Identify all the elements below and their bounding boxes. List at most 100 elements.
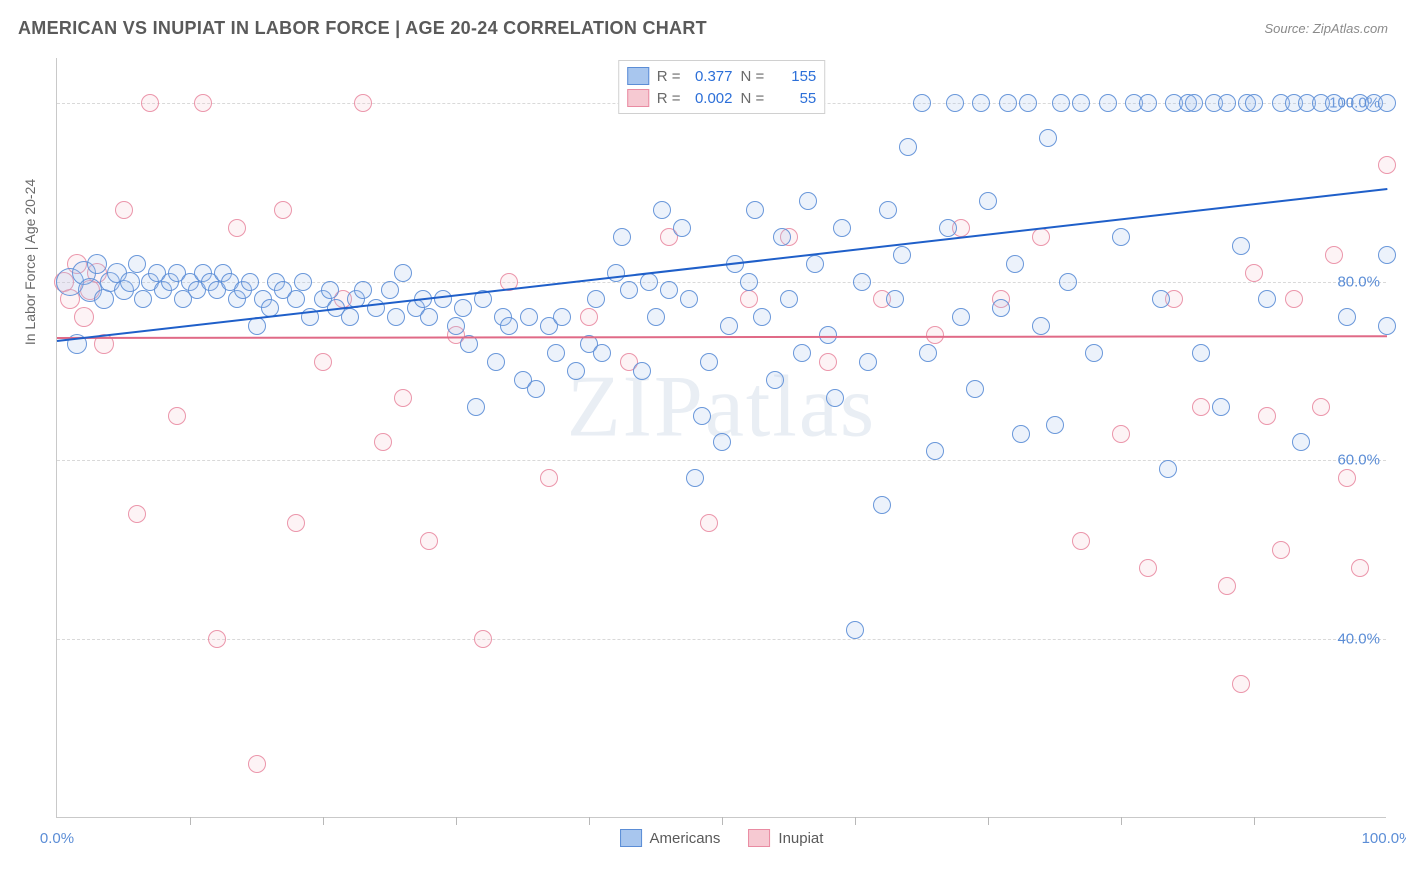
scatter-point-americans bbox=[919, 344, 937, 362]
scatter-point-americans bbox=[653, 201, 671, 219]
stats-r-americans: 0.377 bbox=[689, 68, 733, 85]
scatter-point-americans bbox=[1006, 255, 1024, 273]
scatter-point-americans bbox=[1232, 237, 1250, 255]
scatter-point-americans bbox=[1378, 246, 1396, 264]
swatch-inupiat bbox=[748, 829, 770, 847]
legend-item-americans: Americans bbox=[620, 829, 721, 847]
scatter-point-inupiat bbox=[354, 94, 372, 112]
scatter-point-inupiat bbox=[1072, 532, 1090, 550]
scatter-point-americans bbox=[633, 362, 651, 380]
scatter-point-americans bbox=[527, 380, 545, 398]
xtick bbox=[988, 817, 989, 825]
scatter-point-americans bbox=[1292, 433, 1310, 451]
swatch-americans bbox=[627, 67, 649, 85]
scatter-point-americans bbox=[660, 281, 678, 299]
scatter-point-inupiat bbox=[287, 514, 305, 532]
scatter-point-americans bbox=[746, 201, 764, 219]
scatter-point-inupiat bbox=[115, 201, 133, 219]
scatter-plot-area: ZIPatlas R = 0.377 N = 155 R = 0.002 N =… bbox=[56, 58, 1386, 818]
scatter-point-americans bbox=[1378, 317, 1396, 335]
scatter-point-americans bbox=[886, 290, 904, 308]
scatter-point-americans bbox=[94, 289, 114, 309]
scatter-point-americans bbox=[1185, 94, 1203, 112]
scatter-point-inupiat bbox=[1218, 577, 1236, 595]
scatter-point-americans bbox=[1039, 129, 1057, 147]
scatter-point-inupiat bbox=[1312, 398, 1330, 416]
scatter-point-inupiat bbox=[1112, 425, 1130, 443]
scatter-point-americans bbox=[500, 317, 518, 335]
swatch-inupiat bbox=[627, 89, 649, 107]
scatter-point-inupiat bbox=[374, 433, 392, 451]
stats-r-label: R = bbox=[657, 90, 681, 107]
stats-n-americans: 155 bbox=[772, 68, 816, 85]
legend-item-inupiat: Inupiat bbox=[748, 829, 823, 847]
scatter-point-americans bbox=[972, 94, 990, 112]
scatter-point-americans bbox=[434, 290, 452, 308]
scatter-point-americans bbox=[567, 362, 585, 380]
scatter-point-americans bbox=[773, 228, 791, 246]
scatter-point-inupiat bbox=[1351, 559, 1369, 577]
scatter-point-americans bbox=[1139, 94, 1157, 112]
y-axis-label: In Labor Force | Age 20-24 bbox=[22, 179, 38, 345]
scatter-point-americans bbox=[939, 219, 957, 237]
scatter-point-americans bbox=[799, 192, 817, 210]
scatter-point-americans bbox=[1085, 344, 1103, 362]
scatter-point-inupiat bbox=[819, 353, 837, 371]
scatter-point-americans bbox=[893, 246, 911, 264]
scatter-point-americans bbox=[1046, 416, 1064, 434]
scatter-point-americans bbox=[294, 273, 312, 291]
scatter-point-americans bbox=[926, 442, 944, 460]
scatter-point-americans bbox=[946, 94, 964, 112]
scatter-point-inupiat bbox=[228, 219, 246, 237]
scatter-point-inupiat bbox=[580, 308, 598, 326]
scatter-point-americans bbox=[1159, 460, 1177, 478]
scatter-point-americans bbox=[1192, 344, 1210, 362]
scatter-point-americans bbox=[447, 317, 465, 335]
scatter-point-americans bbox=[846, 621, 864, 639]
scatter-point-americans bbox=[1338, 308, 1356, 326]
series-legend: Americans Inupiat bbox=[620, 829, 824, 847]
scatter-point-americans bbox=[640, 273, 658, 291]
scatter-point-americans bbox=[740, 273, 758, 291]
scatter-point-americans bbox=[547, 344, 565, 362]
scatter-point-americans bbox=[520, 308, 538, 326]
scatter-point-inupiat bbox=[1285, 290, 1303, 308]
scatter-point-inupiat bbox=[274, 201, 292, 219]
scatter-point-americans bbox=[966, 380, 984, 398]
scatter-point-inupiat bbox=[1232, 675, 1250, 693]
scatter-point-americans bbox=[553, 308, 571, 326]
scatter-point-inupiat bbox=[208, 630, 226, 648]
scatter-point-inupiat bbox=[1245, 264, 1263, 282]
scatter-point-americans bbox=[87, 254, 107, 274]
stats-row-americans: R = 0.377 N = 155 bbox=[627, 65, 817, 87]
scatter-point-americans bbox=[766, 371, 784, 389]
scatter-point-americans bbox=[720, 317, 738, 335]
scatter-point-americans bbox=[806, 255, 824, 273]
scatter-point-inupiat bbox=[248, 755, 266, 773]
scatter-point-americans bbox=[713, 433, 731, 451]
stats-r-label: R = bbox=[657, 68, 681, 85]
scatter-point-inupiat bbox=[1139, 559, 1157, 577]
scatter-point-americans bbox=[992, 299, 1010, 317]
scatter-point-americans bbox=[1059, 273, 1077, 291]
scatter-point-americans bbox=[381, 281, 399, 299]
trendline-inupiat bbox=[57, 335, 1387, 339]
scatter-point-americans bbox=[620, 281, 638, 299]
scatter-point-inupiat bbox=[394, 389, 412, 407]
scatter-point-americans bbox=[879, 201, 897, 219]
scatter-point-inupiat bbox=[1032, 228, 1050, 246]
xtick bbox=[589, 817, 590, 825]
scatter-point-americans bbox=[241, 273, 259, 291]
scatter-point-americans bbox=[467, 398, 485, 416]
scatter-point-americans bbox=[387, 308, 405, 326]
scatter-point-americans bbox=[1212, 398, 1230, 416]
scatter-point-americans bbox=[1072, 94, 1090, 112]
legend-label-inupiat: Inupiat bbox=[778, 830, 823, 847]
scatter-point-americans bbox=[587, 290, 605, 308]
xtick bbox=[1254, 817, 1255, 825]
gridline-h bbox=[57, 460, 1386, 461]
xtick bbox=[1121, 817, 1122, 825]
scatter-point-americans bbox=[1325, 94, 1343, 112]
scatter-point-americans bbox=[913, 94, 931, 112]
scatter-point-americans bbox=[120, 272, 140, 292]
